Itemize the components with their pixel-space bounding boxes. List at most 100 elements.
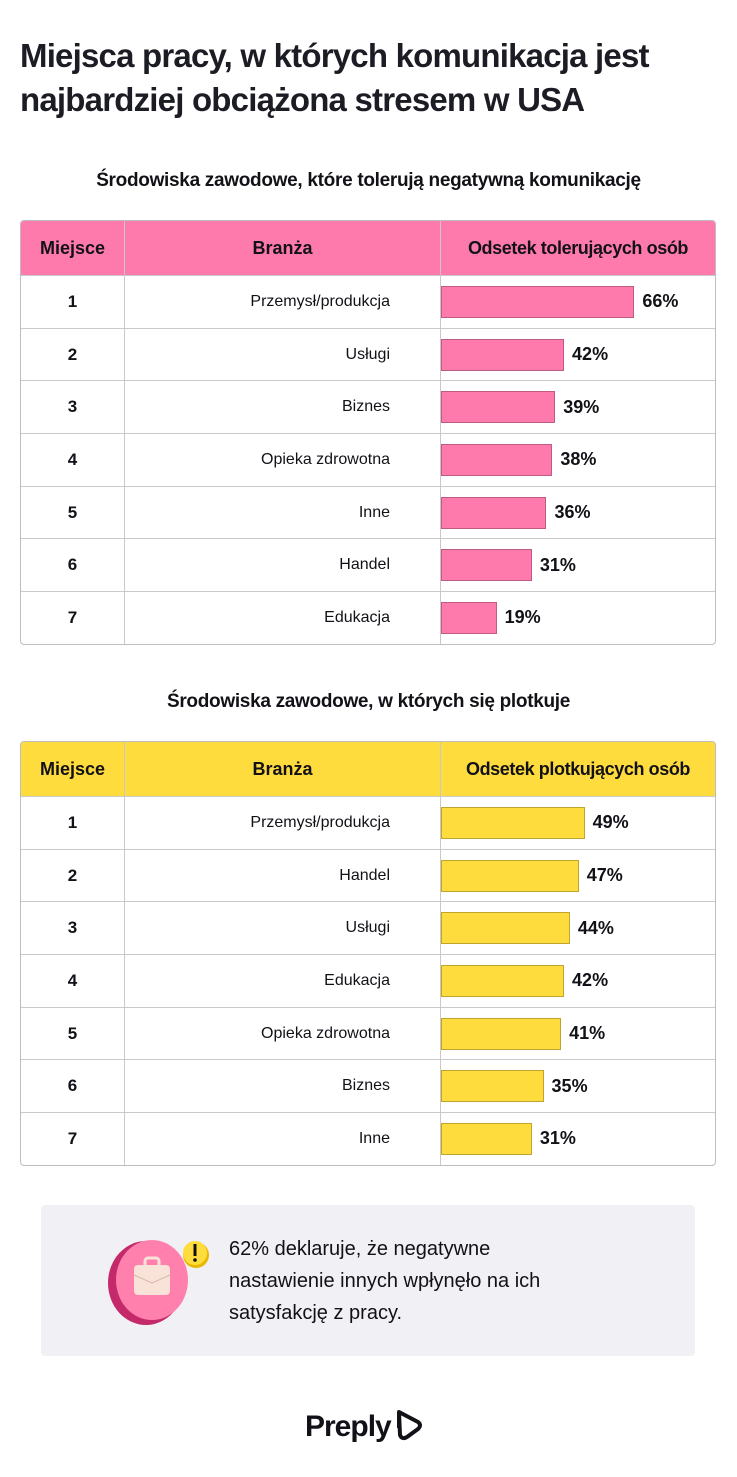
callout-box: 62% deklaruje, że negatywne nastawienie …: [41, 1205, 695, 1356]
preply-logo-icon: [396, 1410, 422, 1441]
value-label: 19%: [504, 607, 541, 628]
rank: 1: [21, 276, 125, 328]
value-label: 35%: [551, 1075, 588, 1096]
rank: 6: [21, 1060, 125, 1113]
table-tolerance: Miejsce Branża Odsetek tolerujących osób 1 …: [20, 220, 716, 645]
bar: [441, 285, 635, 318]
industry: Handel: [125, 849, 441, 902]
percent-cell: 49%: [441, 797, 715, 849]
rank: 4: [21, 434, 125, 486]
value-label: 38%: [560, 449, 597, 470]
percent-cell: 38%: [441, 434, 715, 486]
bar: [441, 601, 497, 634]
table-2-title: Środowiska zawodowe, w których się plotk…: [166, 691, 571, 712]
bar: [441, 338, 565, 371]
percent-cell: 36%: [441, 487, 715, 539]
bar: [441, 443, 553, 476]
percent-cell: 39%: [441, 381, 715, 433]
table-row: 5 Inne 36%: [21, 485, 715, 539]
table-row: 1 Przemysł/produkcja 49%: [21, 796, 715, 849]
page-title: Miejsca pracy, w których komunikacja jes…: [20, 37, 650, 118]
industry: Opieka zdrowotna: [125, 1007, 441, 1060]
industry: Przemysł/produkcja: [125, 276, 441, 328]
rank: 1: [21, 797, 125, 849]
percent-cell: 41%: [441, 1008, 715, 1060]
rank: 2: [21, 328, 125, 381]
callout-text: 62% deklaruje, że negatywne nastawienie …: [229, 1238, 541, 1324]
bar: [441, 549, 532, 582]
value-label: 31%: [539, 554, 576, 575]
industry: Biznes: [125, 381, 441, 434]
header-industry: Branża: [125, 742, 441, 796]
table-row: 4 Edukacja 42%: [21, 954, 715, 1007]
briefcase-warning-icon: [108, 1240, 209, 1325]
bar: [441, 1017, 562, 1050]
industry: Przemysł/produkcja: [125, 797, 441, 849]
header-industry: Branża: [125, 221, 441, 275]
value-label: 42%: [572, 344, 609, 365]
value-label: 47%: [586, 865, 623, 886]
percent-cell: 42%: [441, 329, 715, 381]
industry: Edukacja: [125, 592, 441, 644]
table-row: 1 Przemysł/produkcja 66%: [21, 275, 715, 328]
header-percent: Odsetek tolerujących osób: [467, 237, 689, 258]
rank: 7: [21, 592, 125, 644]
industry: Handel: [125, 539, 441, 592]
logo-text: Preply: [305, 1410, 392, 1443]
industry: Edukacja: [125, 955, 441, 1007]
percent-cell: 19%: [441, 592, 715, 644]
table-header: Miejsce Branża Odsetek tolerujących osób: [21, 221, 715, 275]
table-row: 3 Biznes 39%: [21, 380, 715, 434]
bar: [441, 964, 565, 997]
table-gossip: Miejsce Branża Odsetek plotkujących osób 1 …: [20, 741, 716, 1166]
table-row: 6 Handel 31%: [21, 538, 715, 592]
percent-cell: 47%: [441, 850, 715, 902]
value-label: 36%: [554, 502, 591, 523]
table-row: 2 Handel 47%: [21, 848, 715, 902]
value-label: 44%: [577, 917, 614, 938]
rank: 7: [21, 1113, 125, 1165]
table-row: 2 Usługi 42%: [21, 327, 715, 381]
percent-cell: 44%: [441, 902, 715, 954]
rank: 2: [21, 849, 125, 902]
table-row: 7 Edukacja 19%: [21, 591, 715, 644]
bar: [441, 859, 579, 892]
table-1-title: Środowiska zawodowe, które tolerują nega…: [96, 170, 641, 191]
value-label: 66%: [642, 291, 679, 312]
table-header: Miejsce Branża Odsetek plotkujących osób: [21, 742, 715, 796]
rank: 4: [21, 955, 125, 1007]
rank: 5: [21, 486, 125, 539]
bar: [441, 912, 570, 945]
header-rank: Miejsce: [21, 742, 125, 796]
percent-cell: 31%: [441, 1113, 715, 1165]
table-row: 3 Usługi 44%: [21, 901, 715, 955]
header-rank: Miejsce: [21, 221, 125, 275]
value-label: 39%: [563, 396, 600, 417]
header-percent: Odsetek plotkujących osób: [465, 758, 691, 779]
value-label: 41%: [569, 1023, 606, 1044]
industry: Usługi: [125, 328, 441, 381]
rank: 5: [21, 1007, 125, 1060]
preply-logo: Preply: [305, 1408, 424, 1444]
value-label: 31%: [539, 1128, 576, 1149]
bar: [441, 1070, 544, 1103]
bar: [441, 496, 547, 529]
rank: 6: [21, 539, 125, 592]
percent-cell: 66%: [441, 276, 715, 328]
table-row: 5 Opieka zdrowotna 41%: [21, 1006, 715, 1060]
industry: Inne: [125, 1113, 441, 1165]
bar: [441, 806, 585, 839]
table-row: 7 Inne 31%: [21, 1112, 715, 1165]
table-row: 6 Biznes 35%: [21, 1059, 715, 1113]
industry: Biznes: [125, 1060, 441, 1113]
percent-cell: 35%: [441, 1060, 715, 1112]
bar: [441, 391, 556, 424]
value-label: 42%: [572, 970, 609, 991]
bar: [441, 1122, 532, 1155]
rank: 3: [21, 381, 125, 434]
rank: 3: [21, 902, 125, 955]
percent-cell: 31%: [441, 539, 715, 591]
industry: Inne: [125, 486, 441, 539]
industry: Usługi: [125, 902, 441, 955]
value-label: 49%: [592, 812, 629, 833]
